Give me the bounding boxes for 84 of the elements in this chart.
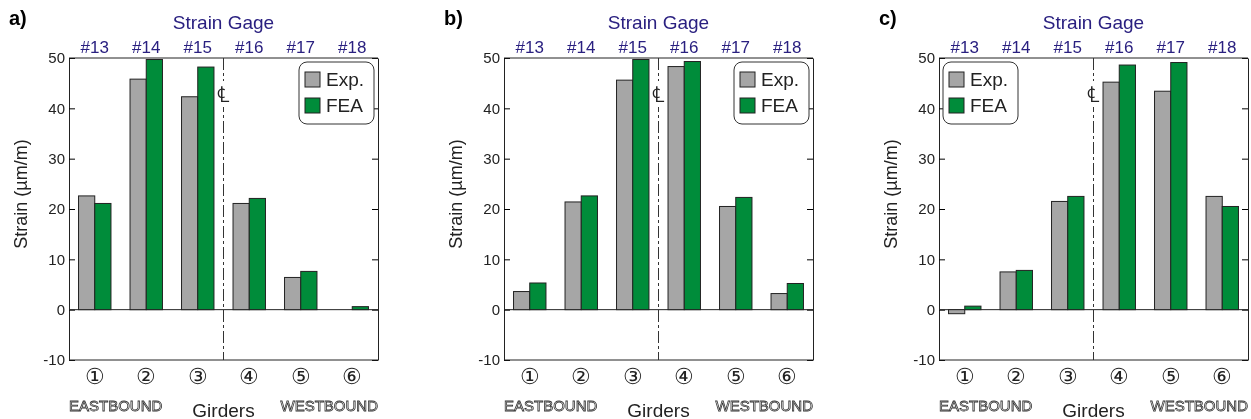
y-tick-label: 20 bbox=[48, 200, 65, 218]
y-tick-label: 10 bbox=[48, 250, 65, 268]
text: #16 bbox=[670, 38, 699, 57]
y-axis-title: Strain (µm/m) bbox=[881, 139, 901, 249]
text: #15 bbox=[618, 38, 647, 57]
text: #18 bbox=[338, 38, 367, 57]
legend-label: FEA bbox=[970, 95, 1008, 116]
x-axis-title: Girders bbox=[192, 400, 255, 419]
y-tick-label: -10 bbox=[913, 351, 935, 369]
x-tick-label: ⑥ bbox=[1212, 363, 1233, 389]
y-tick-label: 30 bbox=[918, 149, 935, 167]
text: EASTBOUND bbox=[69, 397, 163, 414]
legend-label: FEA bbox=[761, 95, 799, 116]
text: #14 bbox=[1002, 38, 1031, 57]
text: #17 bbox=[721, 38, 750, 57]
x-tick-label: ③ bbox=[622, 363, 643, 389]
y-tick-label: 50 bbox=[483, 49, 500, 67]
chart-title: b) bbox=[444, 7, 463, 29]
x-tick-label: ⑥ bbox=[777, 363, 798, 389]
y-tick-label: 0 bbox=[491, 300, 500, 318]
text: #14 bbox=[567, 38, 596, 57]
y-tick-label: 0 bbox=[56, 300, 65, 318]
x2-axis-title: Strain Gage bbox=[1042, 12, 1145, 33]
y-tick-label: 10 bbox=[918, 250, 935, 268]
x-tick-label: ② bbox=[571, 363, 592, 389]
y-tick-label: 10 bbox=[483, 250, 500, 268]
x-tick-label: ② bbox=[136, 363, 157, 389]
text: #17 bbox=[286, 38, 315, 57]
y-tick-label: 0 bbox=[926, 300, 935, 318]
text: WESTBOUND bbox=[280, 397, 379, 414]
text: #13 bbox=[950, 38, 979, 57]
text: #16 bbox=[235, 38, 264, 57]
y-tick-label: 20 bbox=[483, 200, 500, 218]
y-tick-label: 50 bbox=[48, 49, 65, 67]
x-tick-label: ④ bbox=[239, 363, 260, 389]
text: #17 bbox=[1156, 38, 1185, 57]
chart-title: c) bbox=[879, 7, 897, 29]
y-tick-label: 40 bbox=[48, 99, 65, 117]
text: WESTBOUND bbox=[1150, 397, 1249, 414]
x-tick-label: ② bbox=[1006, 363, 1027, 389]
text: EASTBOUND bbox=[504, 397, 598, 414]
x-tick-label: ④ bbox=[1109, 363, 1130, 389]
x-tick-label: ① bbox=[519, 363, 540, 389]
x2-axis-title: Strain Gage bbox=[172, 12, 275, 33]
text: #18 bbox=[773, 38, 802, 57]
annotation: ℄ bbox=[652, 82, 665, 107]
legend-label: FEA bbox=[326, 95, 364, 116]
x-tick-label: ③ bbox=[1057, 363, 1078, 389]
text: #13 bbox=[80, 38, 109, 57]
text: #18 bbox=[1208, 38, 1237, 57]
x2-axis-title: Strain Gage bbox=[607, 12, 710, 33]
y-tick-label: 20 bbox=[918, 200, 935, 218]
y-axis-title: Strain (µm/m) bbox=[11, 139, 31, 249]
text: #14 bbox=[132, 38, 161, 57]
text: EASTBOUND bbox=[939, 397, 1033, 414]
text: #15 bbox=[1053, 38, 1082, 57]
text: #13 bbox=[515, 38, 544, 57]
y-axis-title: Strain (µm/m) bbox=[446, 139, 466, 249]
y-tick-label: 30 bbox=[483, 149, 500, 167]
text: #15 bbox=[183, 38, 212, 57]
chart-title: a) bbox=[9, 7, 27, 29]
y-tick-label: -10 bbox=[478, 351, 500, 369]
y-tick-label: 40 bbox=[918, 99, 935, 117]
x-tick-label: ③ bbox=[187, 363, 208, 389]
annotation: ℄ bbox=[1087, 82, 1100, 107]
y-tick-label: 40 bbox=[483, 99, 500, 117]
x-axis-title: Girders bbox=[1062, 400, 1125, 419]
annotation: ℄ bbox=[217, 82, 230, 107]
y-tick-label: 50 bbox=[918, 49, 935, 67]
text: #16 bbox=[1105, 38, 1134, 57]
x-tick-label: ⑤ bbox=[1160, 363, 1181, 389]
y-tick-label: 30 bbox=[48, 149, 65, 167]
x-tick-label: ⑤ bbox=[725, 363, 746, 389]
x-tick-label: ① bbox=[84, 363, 105, 389]
x-tick-label: ① bbox=[954, 363, 975, 389]
x-axis-title: Girders bbox=[627, 400, 690, 419]
x-tick-label: ⑥ bbox=[342, 363, 363, 389]
x-tick-label: ⑤ bbox=[290, 363, 311, 389]
text: WESTBOUND bbox=[715, 397, 814, 414]
legend-label: Exp. bbox=[970, 69, 1009, 90]
y-tick-label: -10 bbox=[43, 351, 65, 369]
legend-label: Exp. bbox=[326, 69, 365, 90]
legend-label: Exp. bbox=[761, 69, 800, 90]
x-tick-label: ④ bbox=[674, 363, 695, 389]
